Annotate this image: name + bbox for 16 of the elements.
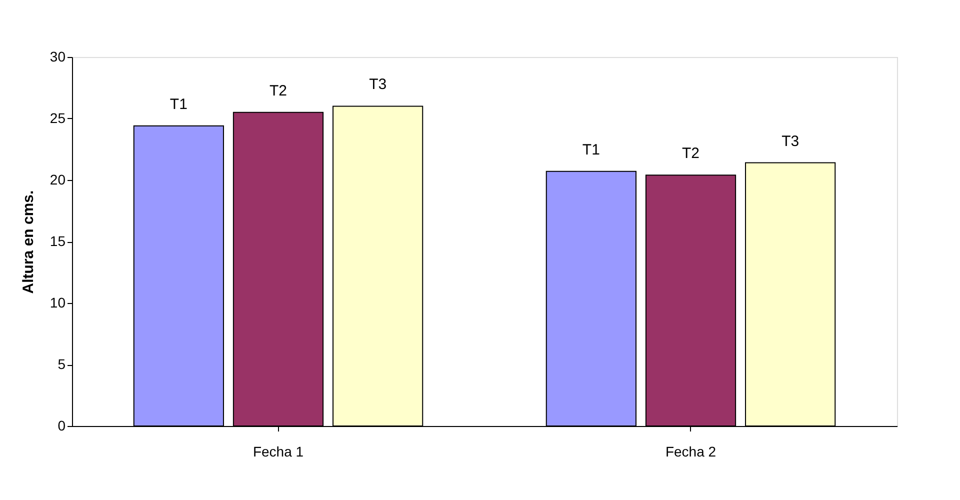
series-label: T1 [170,96,188,113]
series-label: T3 [369,76,387,94]
y-axis-title: Altura en cms. [20,190,37,294]
y-tick-label: 15 [50,233,66,249]
series-label: T2 [269,82,288,100]
x-tick-label: Fecha 1 [252,444,304,460]
x-tick-label: Fecha 2 [665,444,716,460]
y-tick-label: 0 [58,418,66,434]
y-tick-label: 5 [58,356,66,372]
y-tick-label: 30 [50,48,66,64]
y-tick-label: 25 [50,110,66,126]
text: T3 [782,132,800,150]
text: T1 [582,141,600,158]
text: T2 [682,145,700,162]
y-tick-label: 20 [50,172,66,188]
y-tick-label: 10 [50,294,66,310]
